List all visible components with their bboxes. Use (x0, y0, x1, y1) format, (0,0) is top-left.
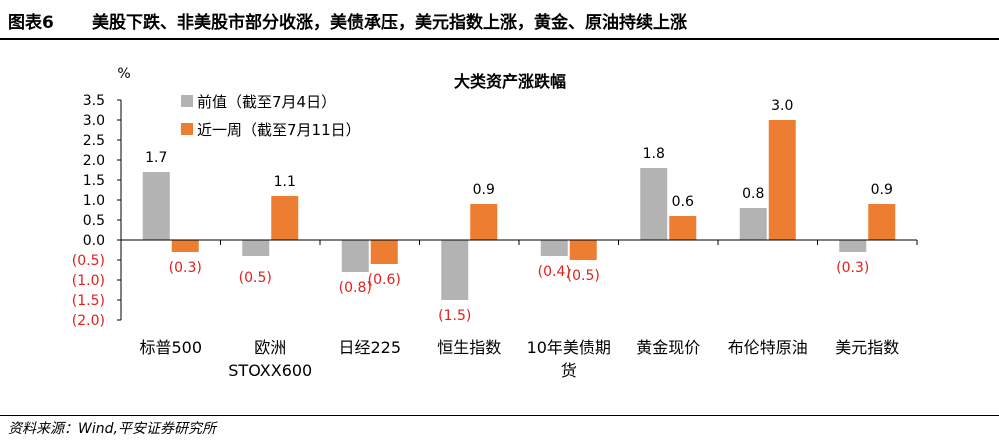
header-rule (0, 38, 999, 40)
y-tick-label: (1.0) (72, 273, 105, 289)
figure-title: 美股下跌、非美股市部分收涨，美债承压，美元指数上涨，黄金、原油持续上涨 (92, 13, 687, 33)
data-label: (0.3) (836, 260, 869, 276)
data-label: (1.5) (438, 308, 471, 324)
bar-week (868, 204, 896, 240)
data-label: 1.1 (274, 174, 296, 190)
category-label: 美元指数 (835, 338, 899, 357)
bar-week (669, 216, 697, 240)
data-label: (0.3) (169, 260, 202, 276)
figure-header: 图表6 美股下跌、非美股市部分收涨，美债承压，美元指数上涨，黄金、原油持续上涨 (0, 0, 999, 36)
bar-week (768, 120, 796, 240)
bar-previous (142, 172, 170, 240)
legend-swatch (181, 95, 193, 107)
category-label: STOXX600 (228, 361, 312, 380)
data-label: (0.5) (239, 270, 272, 286)
bar-previous (540, 240, 568, 256)
y-tick-label: 2.5 (83, 133, 105, 149)
bar-previous (242, 240, 270, 256)
bar-previous (341, 240, 369, 272)
category-label: 欧洲 (254, 338, 286, 357)
data-label: 0.8 (742, 186, 764, 202)
bar-week (569, 240, 597, 260)
bar-week (171, 240, 199, 252)
category-label: 10年美债期 (527, 338, 611, 357)
data-label: (0.4) (538, 264, 571, 280)
bar-previous (640, 168, 668, 240)
category-label: 标普500 (139, 338, 202, 357)
category-label: 布伦特原油 (728, 338, 808, 357)
y-axis-unit-label: % (117, 66, 130, 82)
bar-week (271, 196, 299, 240)
data-label: 3.0 (771, 98, 793, 114)
data-label: 0.9 (871, 182, 893, 198)
category-label: 黄金现价 (636, 338, 700, 357)
category-label: 日经225 (338, 338, 401, 357)
data-label: 0.6 (672, 194, 694, 210)
legend-swatch (181, 123, 193, 135)
bar-week (470, 204, 498, 240)
y-tick-label: 0.5 (83, 213, 105, 229)
figure-label: 图表6 (8, 13, 54, 33)
y-tick-label: 1.0 (83, 193, 105, 209)
source-note: 资料来源：Wind,平安证券研究所 (8, 421, 216, 437)
bar-week (370, 240, 398, 264)
bar-previous (839, 240, 867, 252)
data-label: 1.8 (643, 146, 665, 162)
data-label: 0.9 (473, 182, 495, 198)
y-tick-label: (0.5) (72, 253, 105, 269)
chart-title: 大类资产涨跌幅 (454, 72, 566, 91)
y-tick-label: 1.5 (83, 173, 105, 189)
y-tick-label: 3.0 (83, 113, 105, 129)
bar-previous (441, 240, 469, 300)
data-label: 1.7 (145, 150, 167, 166)
y-tick-label: 0.0 (83, 233, 105, 249)
category-label: 恒生指数 (437, 338, 501, 357)
footer-rule (0, 415, 999, 416)
data-label: (0.6) (368, 272, 401, 288)
y-tick-label: (1.5) (72, 293, 105, 309)
bar-previous (739, 208, 767, 240)
data-label: (0.8) (339, 280, 372, 296)
y-tick-label: 2.0 (83, 153, 105, 169)
bar-chart: 大类资产涨跌幅% 3.5 3.0 2.5 2.0 1.5 1.0 0.5 0.0 (0.5) (1.… (72, 66, 918, 380)
y-tick-label: (2.0) (72, 313, 105, 329)
category-label: 货 (561, 361, 577, 380)
data-label: (0.5) (567, 268, 600, 284)
y-tick-label: 3.5 (83, 93, 105, 109)
legend-label: 近一周（截至7月11日） (197, 121, 361, 139)
legend-label: 前值（截至7月4日） (197, 93, 336, 111)
